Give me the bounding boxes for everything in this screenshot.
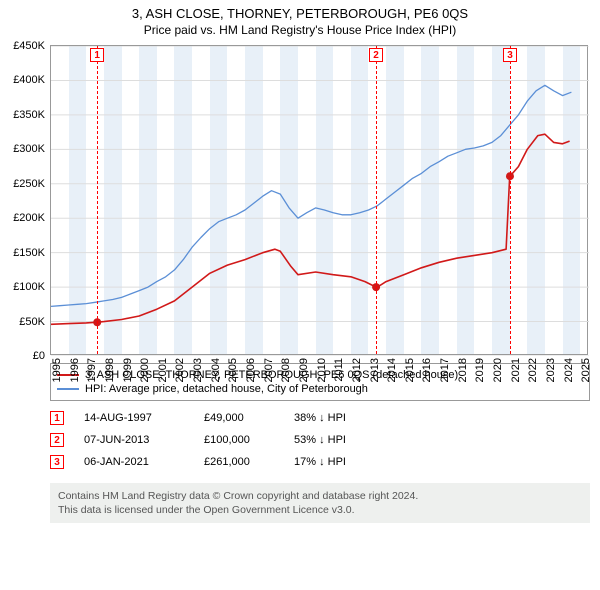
transaction-date: 06-JAN-2021: [84, 456, 184, 468]
transaction-row: 1 14-AUG-1997 £49,000 38% ↓ HPI: [50, 407, 590, 429]
x-axis-label: 2003: [192, 358, 204, 382]
y-axis-label: £200K: [13, 212, 45, 224]
x-axis-label: 1997: [86, 358, 98, 382]
transaction-price: £100,000: [204, 434, 274, 446]
x-axis-label: 2017: [439, 358, 451, 382]
x-axis-label: 2008: [280, 358, 292, 382]
x-axis-label: 2025: [580, 358, 592, 382]
series-price: [51, 134, 570, 324]
y-axis-label: £250K: [13, 178, 45, 190]
attribution-line1: Contains HM Land Registry data © Crown c…: [58, 489, 582, 503]
x-axis-label: 2018: [457, 358, 469, 382]
y-axis-label: £300K: [13, 143, 45, 155]
x-axis-label: 2006: [245, 358, 257, 382]
x-axis-label: 2022: [527, 358, 539, 382]
sale-marker-dot: [506, 172, 514, 180]
sale-marker-dot: [372, 283, 380, 291]
x-axis-label: 2014: [386, 358, 398, 382]
transaction-vs-hpi: 38% ↓ HPI: [294, 412, 346, 424]
x-axis-label: 2011: [333, 358, 345, 382]
transaction-row: 2 07-JUN-2013 £100,000 53% ↓ HPI: [50, 429, 590, 451]
transaction-price: £49,000: [204, 412, 274, 424]
transaction-vs-hpi: 17% ↓ HPI: [294, 456, 346, 468]
x-axis-label: 2019: [474, 358, 486, 382]
sale-marker-dot: [93, 318, 101, 326]
x-axis-label: 2007: [263, 358, 275, 382]
chart-title-subtitle: Price paid vs. HM Land Registry's House …: [0, 21, 600, 37]
transaction-badge: 1: [50, 411, 64, 425]
y-axis-label: £350K: [13, 109, 45, 121]
transaction-price: £261,000: [204, 456, 274, 468]
transaction-badge: 2: [50, 433, 64, 447]
x-axis-label: 2001: [157, 358, 169, 382]
x-axis-label: 2009: [298, 358, 310, 382]
x-axis-label: 2004: [210, 358, 222, 382]
legend-swatch: [57, 388, 79, 390]
y-axis-label: £150K: [13, 247, 45, 259]
x-axis-label: 1996: [69, 358, 81, 382]
x-axis-label: 2021: [510, 358, 522, 382]
attribution-box: Contains HM Land Registry data © Crown c…: [50, 483, 590, 523]
x-axis-label: 2024: [563, 358, 575, 382]
sale-marker-badge: 2: [369, 48, 383, 62]
y-axis-label: £450K: [13, 40, 45, 52]
legend-row: HPI: Average price, detached house, City…: [57, 382, 583, 396]
transaction-row: 3 06-JAN-2021 £261,000 17% ↓ HPI: [50, 451, 590, 473]
x-axis-label: 2002: [174, 358, 186, 382]
y-axis-label: £100K: [13, 281, 45, 293]
x-axis-label: 2020: [492, 358, 504, 382]
transaction-date: 14-AUG-1997: [84, 412, 184, 424]
x-axis-label: 2005: [227, 358, 239, 382]
chart-title-address: 3, ASH CLOSE, THORNEY, PETERBOROUGH, PE6…: [0, 0, 600, 21]
x-axis-label: 2010: [316, 358, 328, 382]
x-axis-label: 2000: [139, 358, 151, 382]
transaction-date: 07-JUN-2013: [84, 434, 184, 446]
sale-marker-badge: 1: [90, 48, 104, 62]
transaction-badge: 3: [50, 455, 64, 469]
x-axis-label: 2015: [404, 358, 416, 382]
x-axis-label: 2012: [351, 358, 363, 382]
chart-plot-area: £0£50K£100K£150K£200K£250K£300K£350K£400…: [50, 45, 588, 355]
legend-label: HPI: Average price, detached house, City…: [85, 383, 368, 395]
x-axis-label: 2016: [421, 358, 433, 382]
x-axis-label: 2013: [369, 358, 381, 382]
attribution-line2: This data is licensed under the Open Gov…: [58, 503, 582, 517]
transactions-table: 1 14-AUG-1997 £49,000 38% ↓ HPI 2 07-JUN-2013…: [50, 407, 590, 473]
x-axis-label: 2023: [545, 358, 557, 382]
chart-svg: [51, 46, 589, 356]
x-axis-label: 1998: [104, 358, 116, 382]
transaction-vs-hpi: 53% ↓ HPI: [294, 434, 346, 446]
y-axis-label: £400K: [13, 74, 45, 86]
x-axis-label: 1999: [122, 358, 134, 382]
y-axis-label: £0: [33, 350, 45, 362]
x-axis-label: 1995: [51, 358, 63, 382]
chart-container: { "title_line1": "3, ASH CLOSE, THORNEY,…: [0, 0, 600, 590]
sale-marker-badge: 3: [503, 48, 517, 62]
y-axis-label: £50K: [19, 316, 45, 328]
